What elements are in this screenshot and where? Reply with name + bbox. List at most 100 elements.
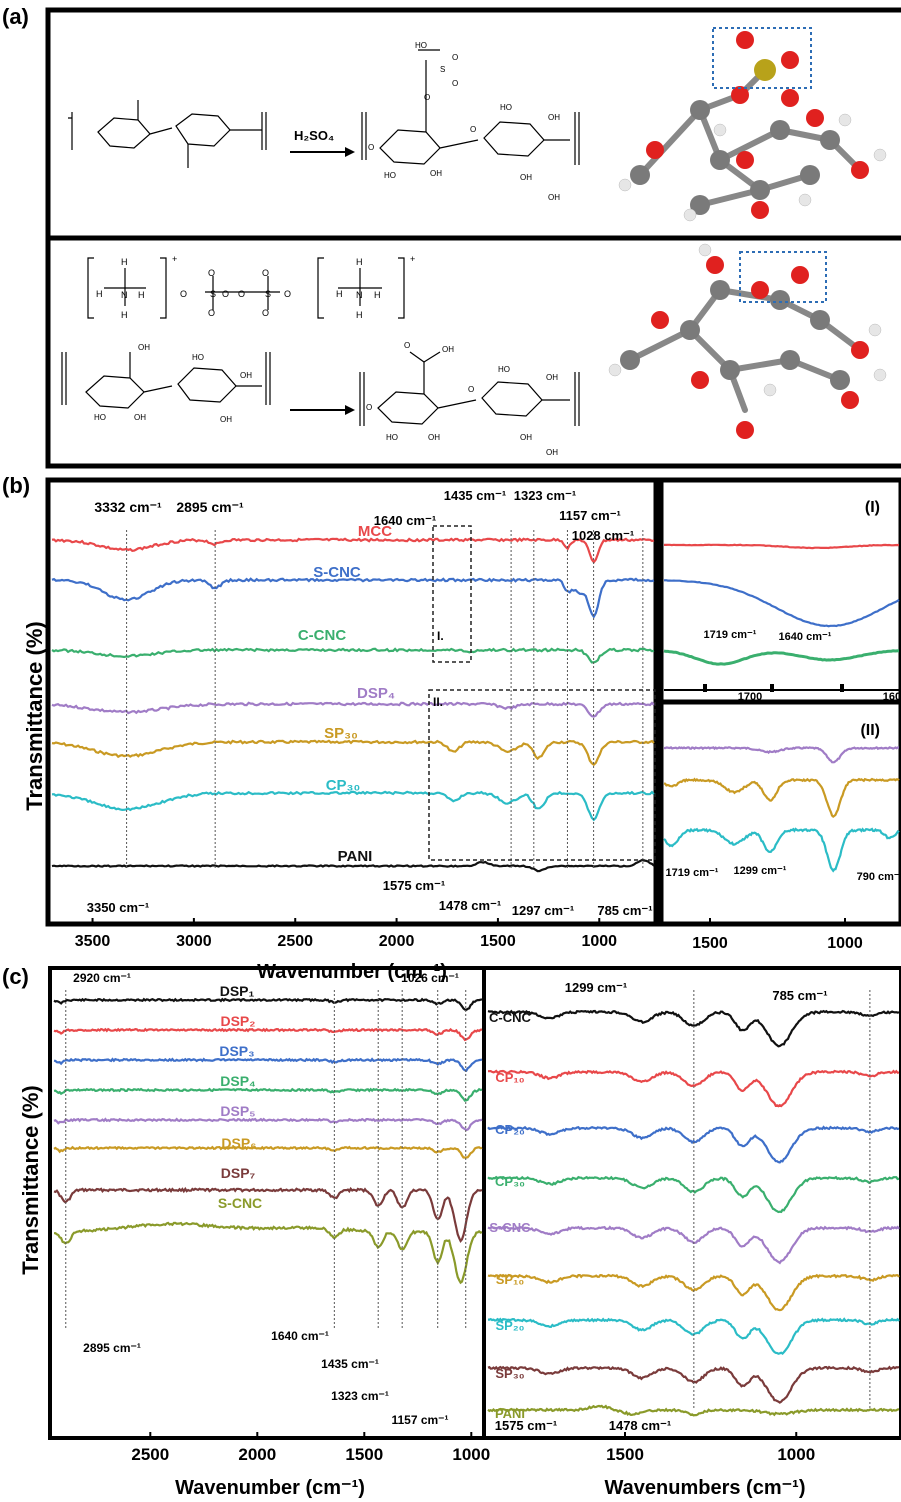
- svg-text:OH: OH: [220, 415, 232, 424]
- svg-text:O: O: [404, 341, 410, 350]
- annotation-1157-cm: 1157 cm⁻¹: [559, 508, 621, 523]
- series-label-sp: SP₂₀: [496, 1318, 525, 1333]
- panel-c-letter: (c): [2, 964, 29, 989]
- svg-text:O: O: [424, 93, 430, 102]
- cellulose-structure-2: [61, 352, 271, 409]
- series-label-dsp: DSP₇: [221, 1165, 255, 1181]
- reaction-arrow-2: [290, 405, 355, 415]
- series-line-c-cnc: [663, 649, 900, 666]
- series-label-sp: SP₃₀: [495, 1366, 524, 1381]
- carboxyl-highlight-box: [739, 251, 827, 303]
- svg-text:O: O: [262, 308, 269, 318]
- sulfur-atom: [754, 59, 776, 81]
- annotation-1435-cm: 1435 cm⁻¹: [321, 1357, 379, 1371]
- series-label-s-cnc: S-CNC: [218, 1195, 262, 1211]
- series-line-sp: [487, 1365, 900, 1404]
- x-tick-label-1000: 1000: [777, 1445, 815, 1464]
- c-ylabel: Transmittance (%): [18, 1085, 43, 1275]
- series-line-s-cnc: [54, 1221, 483, 1285]
- svg-text:HO: HO: [500, 103, 512, 112]
- series-label-sp: SP₃₀: [324, 725, 358, 742]
- inset-I-tick-label-1600: 1600: [883, 691, 901, 703]
- x-tick-label-2500: 2500: [131, 1445, 169, 1464]
- series-label-dsp: DSP₆: [221, 1135, 256, 1151]
- svg-text:O: O: [452, 79, 458, 88]
- svg-text:OH: OH: [138, 343, 150, 352]
- c-right-plot: C-CNCCP₁₀CP₂₀CP₃₀S-CNCSP₁₀SP₂₀SP₃₀PANI15…: [487, 980, 900, 1464]
- series-line-cp: [663, 827, 900, 873]
- inset-I-title: (I): [865, 499, 880, 516]
- annotation-785-cm: 785 cm⁻¹: [597, 903, 652, 918]
- annotation-1640-cm: 1640 cm⁻¹: [374, 513, 437, 528]
- svg-text:HO: HO: [498, 365, 510, 374]
- panel-c-right-frame: [482, 966, 901, 1440]
- series-line-dsp: [53, 997, 483, 1011]
- svg-text:O: O: [208, 308, 215, 318]
- cellulose-structure-1: [68, 100, 267, 168]
- svg-text:H: H: [121, 310, 128, 320]
- svg-text:O: O: [262, 268, 269, 278]
- series-line-dsp: [51, 701, 655, 718]
- series-label-cp: CP₂₀: [495, 1122, 525, 1137]
- inset-II-tick-label-1000: 1000: [827, 935, 863, 952]
- box-II-label: II.: [433, 695, 443, 709]
- series-label-s-cnc: S-CNC: [313, 564, 361, 581]
- panel-b: MCC S-CNC C-CNC DSP₄ SP₃₀ CP₃₀ PANI 3500 3000 250…: [22, 477, 901, 983]
- series-line-s-cnc: [487, 1225, 900, 1265]
- svg-text:S: S: [440, 65, 445, 74]
- inset-II-tick-label-1500: 1500: [692, 935, 728, 952]
- oxidized-cellulose-structure: [359, 351, 580, 426]
- reagent-label: H₂SO₄: [294, 128, 334, 143]
- svg-text:N: N: [356, 290, 363, 300]
- panel-a-letter: (a): [2, 4, 29, 29]
- series-line-c-cnc: [487, 1009, 900, 1048]
- inset-I-box: [432, 525, 472, 663]
- svg-text:O: O: [284, 289, 291, 299]
- molecule-model-1: [618, 27, 887, 222]
- annotation-1478-cm: 1478 cm⁻¹: [609, 1418, 672, 1433]
- series-label-pani: PANI: [495, 1406, 525, 1421]
- series-label-pani: PANI: [338, 848, 373, 865]
- reaction-arrow-1: H₂SO₄: [290, 128, 355, 157]
- inset-II-box: [428, 689, 656, 861]
- annotation-1719-cm: 1719 cm⁻¹: [666, 867, 719, 879]
- svg-text:OH: OH: [134, 413, 146, 422]
- series-line-sp: [487, 1273, 900, 1312]
- svg-text:O: O: [468, 385, 474, 394]
- annotation-2895-cm: 2895 cm⁻¹: [176, 499, 244, 515]
- x-tick-label-2000: 2000: [238, 1445, 276, 1464]
- svg-text:O: O: [470, 125, 476, 134]
- series-line-cp: [487, 1125, 900, 1164]
- svg-text:O: O: [180, 289, 187, 299]
- annotation-1299-cm: 1299 cm⁻¹: [565, 980, 628, 995]
- x-tick-label-1500: 1500: [606, 1445, 644, 1464]
- series-line-dsp: [53, 1027, 483, 1042]
- sulfate-highlight-box: [712, 27, 812, 89]
- annotation-1575-cm: 1575 cm⁻¹: [383, 878, 446, 893]
- annotation-1719-cm: 1719 cm⁻¹: [704, 629, 757, 641]
- x-tick-label-1500: 1500: [480, 933, 516, 950]
- series-line-pani: [487, 1404, 900, 1417]
- series-line-dsp: [53, 1145, 483, 1159]
- b-inset-I-plot: 1700 1600 1719 cm⁻¹ 1640 cm⁻¹: [663, 543, 901, 703]
- series-label-dsp: DSP₃: [219, 1043, 254, 1059]
- annotation-2920-cm: 2920 cm⁻¹: [73, 971, 131, 985]
- aps-structure: [87, 257, 405, 319]
- molecule-model-2: [608, 243, 887, 439]
- series-line-pani: [51, 858, 655, 873]
- series-line-dsp: [53, 1057, 483, 1072]
- series-label-dsp: DSP₄: [220, 1073, 255, 1089]
- inset-II-title: (II): [860, 722, 880, 739]
- series-label-dsp: DSP₂: [220, 1013, 255, 1029]
- b-ylabel: Transmittance (%): [22, 621, 47, 811]
- svg-text:HO: HO: [415, 41, 427, 50]
- series-label-cp: CP₁₀: [495, 1070, 524, 1085]
- annotation-1299-cm: 1299 cm⁻¹: [734, 865, 787, 877]
- series-line-dsp: [53, 1117, 483, 1132]
- svg-text:OH: OH: [240, 371, 252, 380]
- panel-c-left-frame: [48, 966, 486, 1440]
- x-tick-label-1500: 1500: [345, 1445, 383, 1464]
- svg-text:H: H: [356, 310, 363, 320]
